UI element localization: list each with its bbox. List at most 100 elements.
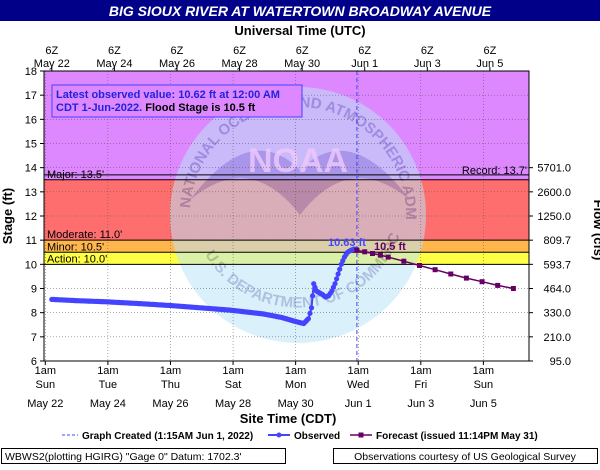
top-tick-date-0: May 22 — [34, 58, 70, 70]
observed-point-217 — [334, 276, 340, 282]
y-tick-label-11: 17 — [25, 90, 37, 102]
bottom-tick-date-1: May 24 — [90, 398, 126, 410]
axes-layer: 6 7 8 9 10 11 12 13 14 15 16 17 18 95.0 210.0 330.0 464.… — [25, 45, 571, 410]
bottom-tick-weekday-2: Thu — [161, 379, 180, 391]
record-label: Record: 13.7' — [462, 165, 527, 177]
top-tick-date-3: May 28 — [222, 58, 258, 70]
bottom-tick-date-6: Jun 3 — [407, 398, 434, 410]
forecast-point-6 — [417, 263, 422, 268]
observed-point-197 — [305, 316, 311, 322]
bottom-tick-time-0: 1am — [35, 365, 56, 377]
y-axis-title: Stage (ft) — [0, 188, 15, 244]
observed-point-198 — [307, 310, 313, 316]
bottom-tick-weekday-4: Mon — [285, 379, 306, 391]
footer-right-box — [333, 448, 598, 464]
forecast-point-4 — [385, 254, 391, 260]
bottom-tick-weekday-7: Sun — [474, 379, 494, 391]
observed-point-199 — [308, 305, 315, 311]
title-bar — [0, 0, 600, 21]
observed-point-219 — [337, 266, 343, 272]
top-tick-label-3: 6Z — [233, 45, 246, 57]
bottom-tick-time-7: 1am — [473, 365, 494, 377]
forecast-point-3 — [377, 252, 383, 258]
top-axis-title: Universal Time (UTC) — [234, 23, 365, 38]
bottom-tick-date-7: Jun 5 — [470, 398, 497, 410]
bottom-tick-date-0: May 22 — [27, 398, 63, 410]
peak-labels: 10.63 ft 10.5 ft — [328, 237, 406, 253]
bottom-tick-date-5: Jun 1 — [345, 398, 372, 410]
y-tick-label-3: 9 — [31, 284, 37, 296]
y2-tick-label-2: 330.0 — [543, 308, 571, 320]
latest-value-annotation: Latest observed value: 10.62 ft at 12:00… — [51, 84, 303, 118]
annotation-box — [51, 84, 303, 118]
series-layer — [49, 246, 516, 327]
forecast-point-12 — [510, 286, 516, 291]
legend-forecast-marker — [358, 432, 364, 438]
forecast-peak-label: 10.5 ft — [374, 241, 406, 253]
footer-datum: WBWS2(plotting HGIRG) "Gage 0" Datum: 17… — [5, 451, 241, 463]
observed-peak-label: 10.63 ft — [328, 237, 366, 249]
y-tick-label-7: 13 — [25, 187, 37, 199]
forecast-point-5 — [401, 258, 407, 264]
y2-tick-label-8: 5701.0 — [537, 163, 571, 175]
y-tick-label-9: 15 — [25, 139, 37, 151]
bottom-tick-date-4: May 30 — [278, 398, 314, 410]
y2-tick-label-1: 210.0 — [543, 332, 571, 344]
annotation-line-1: Latest observed value: 10.62 ft at 12:00… — [56, 89, 280, 101]
noaa-seal-center: NOAA — [248, 142, 348, 180]
observed-point-218 — [335, 271, 341, 277]
footer-courtesy: Observations courtesy of US Geological S… — [354, 451, 577, 463]
threshold-label-1: Minor: 10.5' — [47, 241, 104, 253]
noaa-seal-outer — [170, 87, 426, 343]
forecast-point-1 — [362, 249, 368, 255]
top-tick-label-6: 6Z — [421, 45, 434, 57]
y-tick-label-6: 12 — [25, 211, 37, 223]
top-tick-label-1: 6Z — [108, 45, 121, 57]
bottom-tick-time-4: 1am — [285, 365, 306, 377]
legend-forecast: Forecast (issued 11:14PM May 31) — [376, 431, 538, 442]
bottom-tick-time-6: 1am — [410, 365, 431, 377]
top-tick-label-5: 6Z — [358, 45, 371, 57]
y-tick-label-10: 16 — [25, 114, 37, 126]
top-tick-label-2: 6Z — [171, 45, 184, 57]
top-tick-date-2: May 26 — [159, 58, 195, 70]
threshold-label-2: Moderate: 11.0' — [47, 229, 122, 241]
y2-tick-label-5: 809.7 — [543, 235, 571, 247]
forecast-point-10 — [479, 279, 485, 285]
y2-tick-label-0: 95.0 — [550, 356, 571, 368]
bottom-tick-weekday-0: Sun — [36, 379, 56, 391]
bottom-tick-time-1: 1am — [97, 365, 118, 377]
noaa-seal-bird — [190, 150, 410, 215]
y-tick-label-2: 8 — [31, 308, 37, 320]
forecast-point-2 — [370, 251, 375, 256]
y-tick-label-5: 11 — [26, 235, 37, 247]
forecast-point-0 — [354, 247, 360, 253]
threshold-label-0: Action: 10.0' — [47, 253, 107, 265]
observed-point-200 — [310, 293, 316, 299]
bottom-tick-date-3: May 28 — [215, 398, 251, 410]
y2-tick-label-7: 2600.0 — [537, 187, 571, 199]
top-tick-date-5: Jun 1 — [351, 58, 378, 70]
gridlines — [44, 70, 529, 362]
legend-observed: Observed — [294, 431, 340, 442]
legend-observed-marker — [276, 432, 282, 438]
forecast-point-7 — [432, 267, 438, 273]
y-tick-label-0: 6 — [31, 356, 37, 368]
footer-left-box — [1, 448, 286, 464]
annotation-line-2: CDT 1-Jun-2022. Flood Stage is 10.5 ft — [56, 102, 256, 114]
y2-tick-label-3: 464.0 — [543, 284, 571, 296]
y-tick-label-1: 7 — [31, 332, 37, 344]
forecast-point-11 — [495, 282, 501, 288]
bottom-tick-time-5: 1am — [348, 365, 369, 377]
bottom-tick-weekday-6: Fri — [414, 379, 427, 391]
top-tick-date-1: May 24 — [96, 58, 132, 70]
top-tick-label-7: 6Z — [483, 45, 496, 57]
top-tick-date-7: Jun 5 — [476, 58, 503, 70]
forecast-point-9 — [463, 275, 469, 281]
bottom-tick-weekday-3: Sat — [225, 379, 242, 391]
top-tick-date-6: Jun 3 — [414, 58, 441, 70]
observed-point-216 — [332, 281, 338, 287]
annotation-line-2-flood: Flood Stage is 10.5 ft — [142, 102, 255, 114]
y-tick-label-8: 14 — [25, 163, 37, 175]
